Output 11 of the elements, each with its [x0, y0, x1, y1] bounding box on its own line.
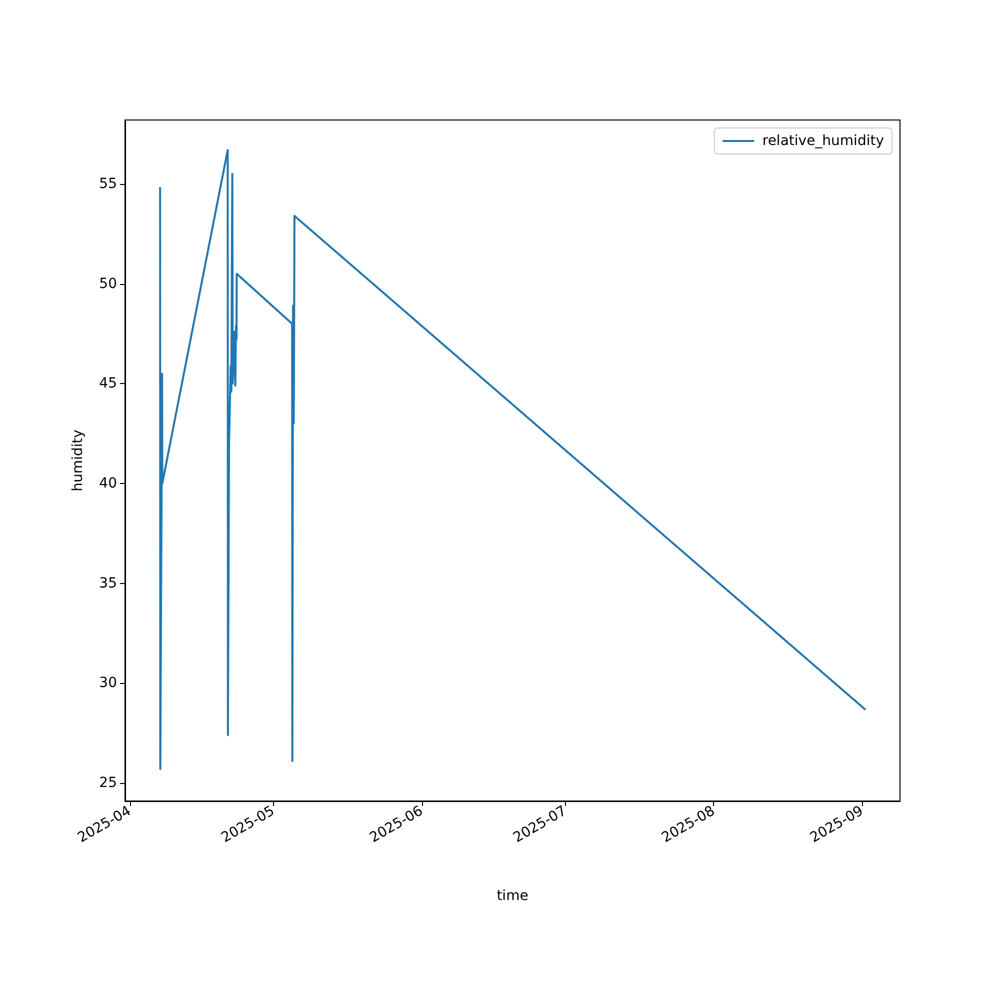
- y-tick-label: 25: [99, 775, 117, 792]
- y-tick-label: 45: [99, 376, 117, 392]
- y-tick-label: 35: [99, 575, 117, 592]
- x-axis-title: time: [496, 888, 528, 904]
- y-tick-label: 40: [99, 475, 117, 492]
- y-tick-label: 30: [99, 675, 117, 692]
- line-series: [159, 148, 866, 770]
- legend-label: relative_humidity: [762, 133, 884, 149]
- y-tick-label: 55: [99, 176, 117, 192]
- y-axis-title: humidity: [70, 430, 86, 492]
- y-tick-label: 50: [99, 276, 117, 292]
